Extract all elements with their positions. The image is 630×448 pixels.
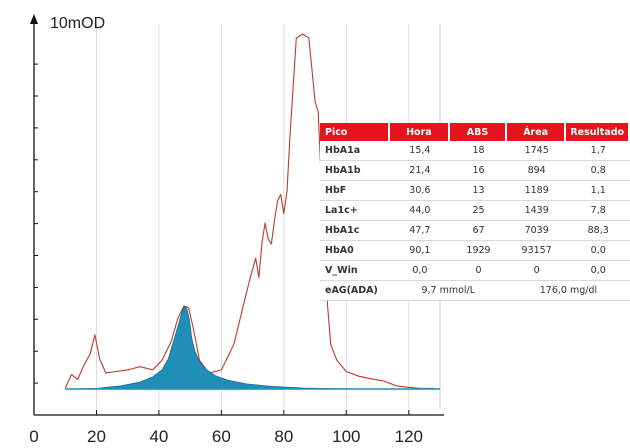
x-tick-label: 60 [212,427,231,446]
results-cell: 7,8 [566,201,630,221]
results-cell: 15,4 [389,141,451,161]
results-cell: 1,1 [566,181,630,201]
x-tick-label: 80 [274,427,293,446]
x-tick-label: 40 [149,427,168,446]
axes [30,14,444,416]
results-header-row: Pico Hora ABS Área Resultado [320,123,630,141]
results-cell: HbA1c [320,221,390,241]
results-cell: 47,7 [389,221,451,241]
results-cell: 0,0 [566,241,630,261]
results-cell: La1c+ [320,201,390,221]
results-cell: 30,6 [389,181,451,201]
y-axis-arrow-icon [30,14,38,24]
results-row: HbA1b 21,4 16 894 0,8 [320,161,630,181]
results-row: HbA0 90,1 1929 93157 0,0 [320,241,630,261]
y-axis-label: 10mOD [50,15,105,32]
results-cell: 894 [506,161,567,181]
results-cell: 21,4 [389,161,451,181]
results-cell: 1439 [506,201,567,221]
results-cell: 0 [450,261,507,281]
results-header-cell: Pico [320,123,390,141]
results-row: HbA1a 15,4 18 1745 1,7 [320,141,630,161]
x-tick-label: 100 [332,427,360,446]
results-cell: 90,1 [389,241,451,261]
results-row: HbF 30,6 13 1189 1,1 [320,181,630,201]
results-table: Pico Hora ABS Área Resultado HbA1a 15,4 18 1745… [320,123,630,301]
results-cell: 44,0 [389,201,451,221]
results-row: HbA1c 47,7 67 7039 88,3 [320,221,630,241]
results-cell: 13 [450,181,507,201]
results-cell: 0,8 [566,161,630,181]
results-cell: 93157 [506,241,567,261]
eag-row: eAG(ADA) 9,7 mmol/L 176,0 mg/dl [320,281,630,301]
x-axis-ticks: 0 20 40 60 80 100 120 [29,410,423,446]
x-tick-label: 120 [395,427,423,446]
results-cell: 18 [450,141,507,161]
results-cell: 16 [450,161,507,181]
eag-mmol-value: 9,7 mmol/L [389,281,507,301]
series-1-area [71,305,359,390]
results-cell: 0,0 [566,261,630,281]
results-cell: 1189 [506,181,567,201]
results-cell: V_Win [320,261,390,281]
results-cell: 0,0 [389,261,451,281]
eag-mgdl-value: 176,0 mg/dl [506,281,630,301]
results-cell: HbA1a [320,141,390,161]
results-cell: 1,7 [566,141,630,161]
results-cell: 7039 [506,221,567,241]
results-header-cell: Hora [389,123,451,141]
results-cell: 0 [506,261,567,281]
results-cell: 1929 [450,241,507,261]
results-body: HbA1a 15,4 18 1745 1,7 HbA1b 21,4 16 894 0,8 HbF 30… [320,141,630,301]
results-cell: HbA1b [320,161,390,181]
eag-label: eAG(ADA) [320,281,390,301]
series-0-line [64,33,434,389]
results-row: V_Win 0,0 0 0 0,0 [320,261,630,281]
chromatogram-series [64,33,440,390]
results-header-cell: ABS [450,123,507,141]
results-cell: HbA0 [320,241,390,261]
results-cell: HbF [320,181,390,201]
results-header-cell: Resultado [566,123,630,141]
results-cell: 25 [450,201,507,221]
results-cell: 67 [450,221,507,241]
results-cell: 88,3 [566,221,630,241]
results-header-cell: Área [506,123,567,141]
results-row: La1c+ 44,0 25 1439 7,8 [320,201,630,221]
results-cell: 1745 [506,141,567,161]
x-tick-label: 0 [29,427,38,446]
x-tick-label: 20 [87,427,106,446]
